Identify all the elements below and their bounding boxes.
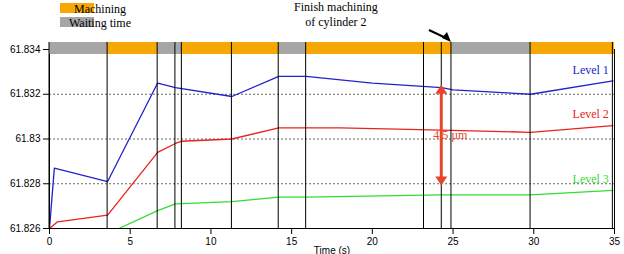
svg-text:Waiting time: Waiting time: [69, 16, 131, 30]
svg-text:Level 3: Level 3: [573, 172, 609, 186]
svg-text:Time (s): Time (s): [314, 245, 350, 254]
svg-text:Machining: Machining: [74, 2, 126, 16]
svg-text:Level 1: Level 1: [573, 63, 609, 77]
svg-text:35: 35: [609, 236, 621, 247]
svg-text:61.832: 61.832: [10, 88, 41, 99]
svg-text:10: 10: [205, 236, 217, 247]
svg-text:Level 2: Level 2: [573, 107, 609, 121]
svg-text:of cylinder 2: of cylinder 2: [305, 15, 366, 29]
svg-text:0: 0: [47, 236, 53, 247]
svg-text:5: 5: [127, 236, 133, 247]
svg-text:20: 20: [367, 236, 379, 247]
svg-text:61.828: 61.828: [10, 178, 41, 189]
svg-text:61.83: 61.83: [15, 133, 40, 144]
svg-text:4,5 µm: 4,5 µm: [433, 128, 468, 142]
svg-text:15: 15: [286, 236, 298, 247]
svg-text:25: 25: [448, 236, 460, 247]
svg-text:Finish machining: Finish machining: [294, 0, 378, 14]
svg-text:30: 30: [528, 236, 540, 247]
svg-text:61.826: 61.826: [10, 223, 41, 234]
svg-text:61.834: 61.834: [10, 44, 41, 55]
